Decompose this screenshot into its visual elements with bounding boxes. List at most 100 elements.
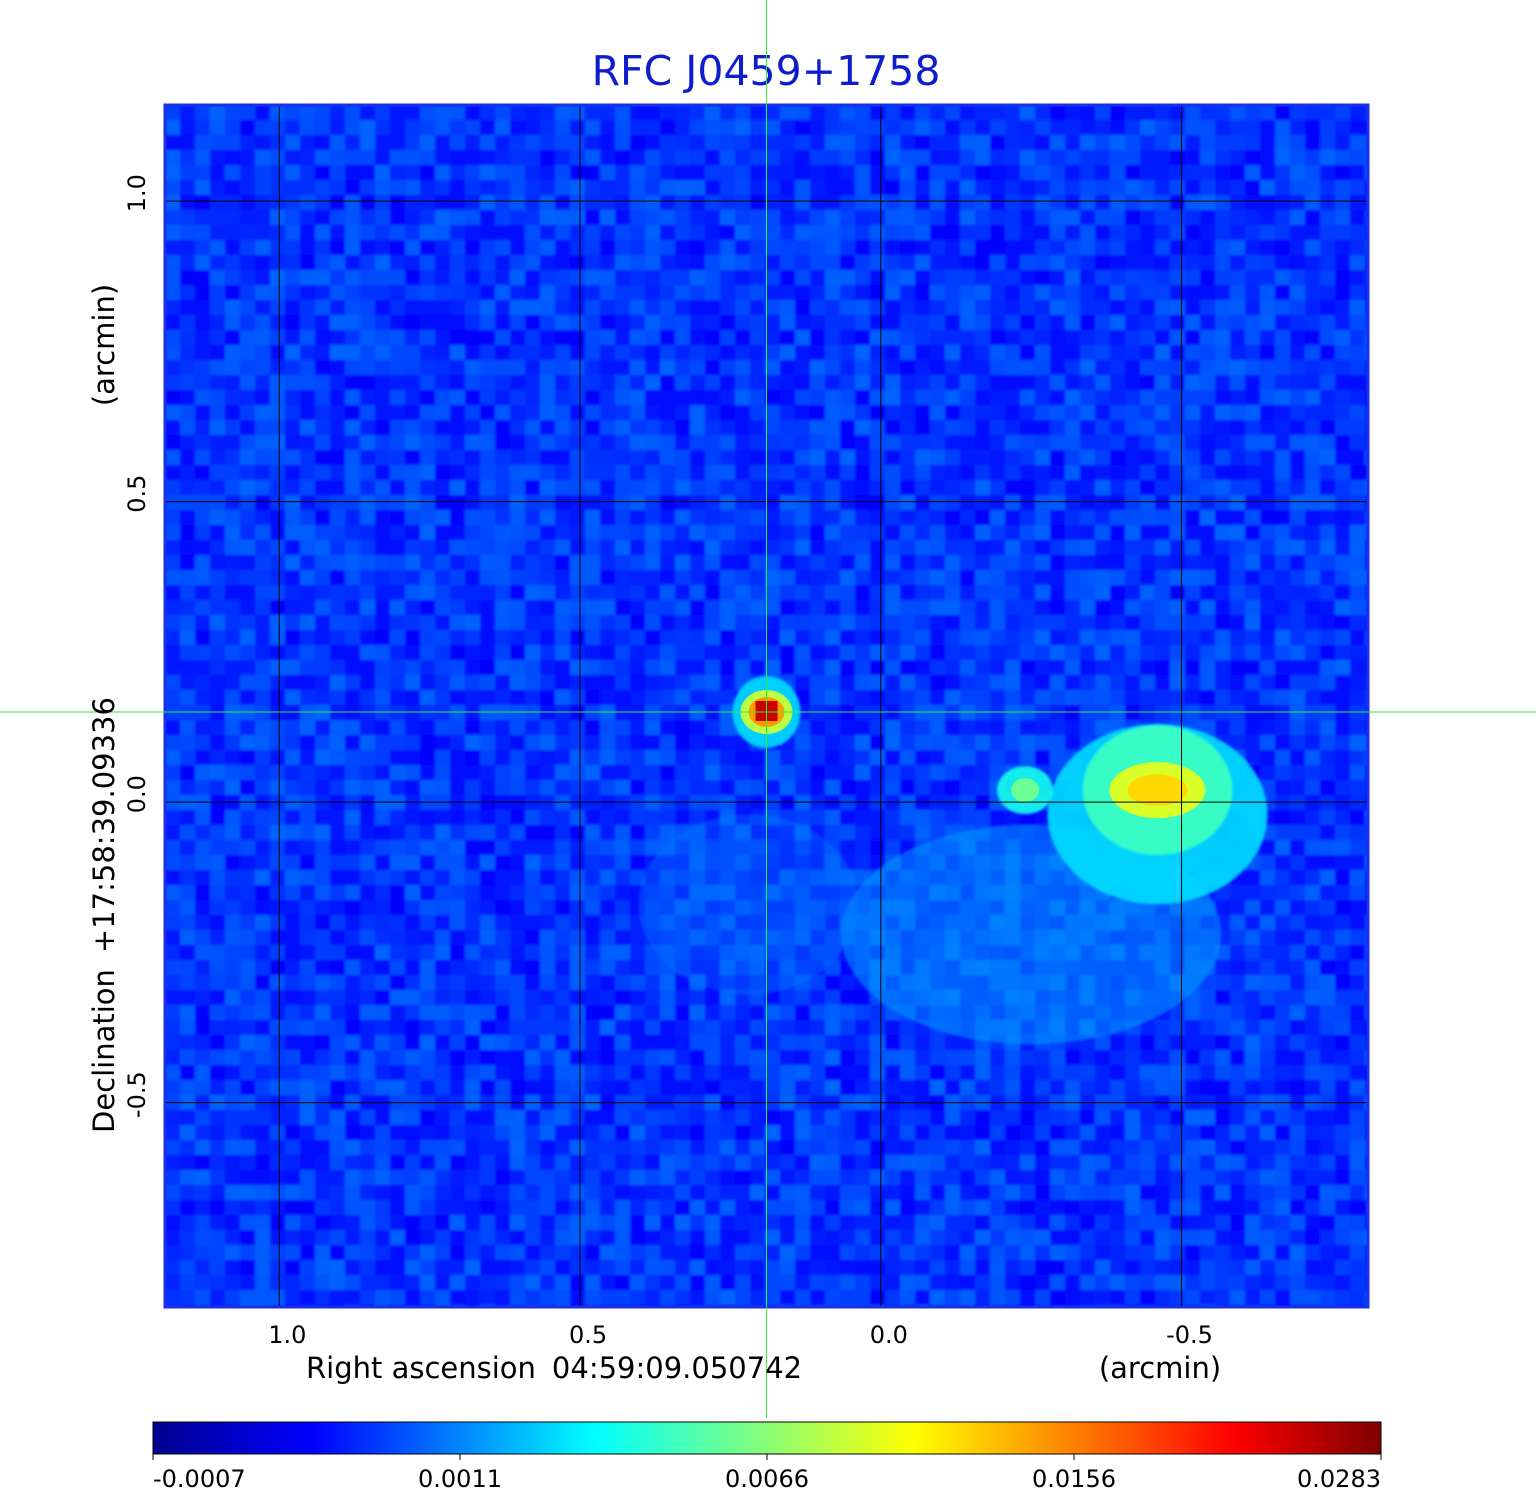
noise-cell — [1035, 645, 1051, 661]
noise-cell — [1110, 450, 1126, 466]
noise-cell — [1170, 660, 1186, 676]
noise-cell — [1215, 285, 1231, 301]
noise-cell — [750, 585, 766, 601]
noise-cell — [255, 105, 271, 121]
noise-cell — [195, 750, 211, 766]
noise-cell — [255, 720, 271, 736]
noise-cell — [420, 585, 436, 601]
noise-cell — [1065, 585, 1081, 601]
noise-cell — [840, 630, 856, 646]
noise-cell — [1050, 450, 1066, 466]
noise-cell — [585, 765, 601, 781]
noise-cell — [345, 510, 361, 526]
noise-cell — [1290, 270, 1306, 286]
noise-cell — [945, 270, 961, 286]
noise-cell — [1140, 105, 1156, 121]
noise-cell — [345, 345, 361, 361]
noise-cell — [405, 660, 421, 676]
noise-cell — [645, 615, 661, 631]
noise-cell — [915, 540, 931, 556]
noise-cell — [450, 120, 466, 136]
noise-cell — [825, 585, 841, 601]
noise-cell — [1335, 135, 1351, 151]
noise-cell — [330, 420, 346, 436]
noise-cell — [285, 390, 301, 406]
noise-cell — [735, 795, 751, 811]
noise-cell — [180, 495, 196, 511]
noise-cell — [1215, 885, 1231, 901]
noise-cell — [465, 345, 481, 361]
noise-cell — [435, 1005, 451, 1021]
noise-cell — [360, 840, 376, 856]
noise-cell — [1215, 255, 1231, 271]
noise-cell — [825, 765, 841, 781]
noise-cell — [900, 630, 916, 646]
noise-cell — [1260, 750, 1276, 766]
noise-cell — [480, 300, 496, 316]
noise-cell — [210, 330, 226, 346]
noise-cell — [915, 600, 931, 616]
noise-cell — [885, 165, 901, 181]
noise-cell — [945, 420, 961, 436]
noise-cell — [1110, 105, 1126, 121]
noise-cell — [780, 285, 796, 301]
noise-cell — [510, 195, 526, 211]
noise-cell — [600, 840, 616, 856]
noise-cell — [840, 570, 856, 586]
noise-cell — [765, 525, 781, 541]
noise-cell — [1065, 675, 1081, 691]
noise-cell — [285, 555, 301, 571]
noise-cell — [1305, 510, 1321, 526]
noise-cell — [480, 330, 496, 346]
noise-cell — [705, 390, 721, 406]
noise-cell — [870, 270, 886, 286]
noise-cell — [1170, 510, 1186, 526]
noise-cell — [210, 375, 226, 391]
noise-cell — [630, 165, 646, 181]
noise-cell — [705, 315, 721, 331]
noise-cell — [600, 480, 616, 496]
noise-cell — [1035, 390, 1051, 406]
noise-cell — [435, 705, 451, 721]
noise-cell — [600, 240, 616, 256]
noise-cell — [1020, 150, 1036, 166]
noise-cell — [810, 150, 826, 166]
noise-cell — [390, 705, 406, 721]
noise-cell — [240, 945, 256, 961]
noise-cell — [1095, 300, 1111, 316]
noise-cell — [210, 465, 226, 481]
noise-cell — [285, 495, 301, 511]
noise-cell — [240, 315, 256, 331]
noise-cell — [1335, 195, 1351, 211]
noise-cell — [345, 660, 361, 676]
noise-cell — [675, 345, 691, 361]
noise-cell — [495, 615, 511, 631]
noise-cell — [165, 450, 181, 466]
noise-cell — [750, 150, 766, 166]
noise-cell — [1275, 840, 1291, 856]
noise-cell — [795, 525, 811, 541]
noise-cell — [1005, 405, 1021, 421]
noise-cell — [705, 465, 721, 481]
noise-cell — [915, 615, 931, 631]
noise-cell — [165, 330, 181, 346]
noise-cell — [840, 135, 856, 151]
noise-cell — [180, 585, 196, 601]
noise-cell — [210, 555, 226, 571]
noise-cell — [315, 600, 331, 616]
noise-cell — [390, 840, 406, 856]
noise-cell — [690, 240, 706, 256]
noise-cell — [540, 705, 556, 721]
noise-cell — [1275, 495, 1291, 511]
noise-cell — [435, 300, 451, 316]
noise-cell — [600, 405, 616, 421]
noise-cell — [1020, 705, 1036, 721]
noise-cell — [1020, 720, 1036, 736]
noise-cell — [465, 795, 481, 811]
noise-cell — [1005, 225, 1021, 241]
noise-cell — [180, 1020, 196, 1036]
noise-cell — [435, 765, 451, 781]
noise-cell — [300, 465, 316, 481]
noise-cell — [765, 615, 781, 631]
noise-cell — [690, 675, 706, 691]
